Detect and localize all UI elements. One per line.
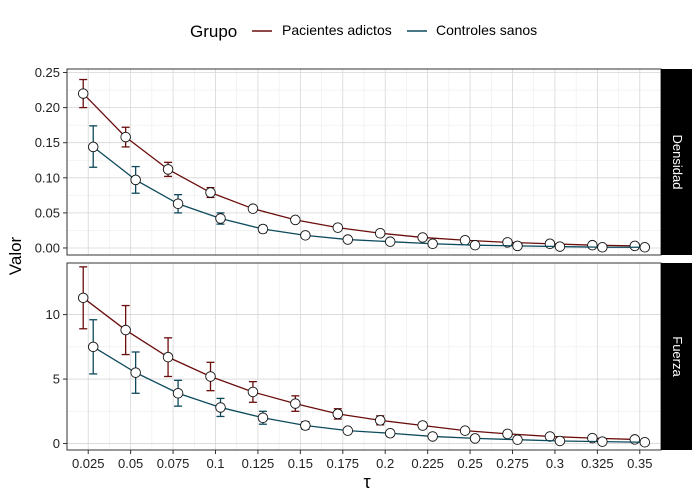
legend-title: Grupo (190, 22, 237, 41)
data-point (639, 242, 651, 253)
series-line (92, 346, 645, 443)
data-point (469, 239, 481, 251)
facet-strip (661, 263, 692, 450)
data-point (215, 402, 226, 413)
x-axis: 0.025 0.05 0.075 0.1 0.125 0.15 0.175 0.2 0.225 0… (72, 450, 652, 471)
data-point (544, 431, 556, 442)
data-point (417, 232, 428, 243)
data-point (342, 425, 354, 436)
data-point (512, 240, 523, 252)
x-tick-label: 0.05 (118, 456, 143, 471)
data-point (629, 240, 641, 252)
data-point (162, 351, 174, 363)
data-point (257, 412, 269, 424)
data-point (247, 386, 259, 398)
data-point (87, 341, 99, 353)
series-line (82, 93, 635, 247)
y-tick-label: 0.10 (35, 170, 60, 185)
x-tick-label: 0.275 (496, 456, 529, 471)
data-point (587, 239, 598, 251)
data-point (597, 436, 608, 447)
data-point (247, 203, 259, 214)
data-point (290, 214, 301, 226)
data-point (130, 367, 141, 378)
data-point (290, 398, 301, 409)
x-tick-label: 0.075 (157, 456, 190, 471)
data-point (257, 223, 269, 235)
series-line (82, 297, 635, 441)
y-tick-label: 10 (46, 307, 60, 322)
x-tick-label: 0.225 (411, 456, 444, 471)
data-point (172, 198, 184, 210)
facet-strip (661, 69, 692, 255)
data-point (459, 425, 471, 436)
data-point (77, 292, 89, 304)
x-tick-label: 0.1 (206, 456, 224, 471)
data-point (87, 141, 99, 153)
data-point (597, 242, 608, 253)
legend: Grupo Pacientes adictos Controles sanos (190, 22, 537, 41)
x-axis-title: τ (363, 472, 370, 492)
data-point (120, 324, 131, 336)
panel-fuerza: 0 5 10 Fuerza (46, 262, 692, 451)
data-point (77, 88, 89, 99)
data-point (502, 237, 513, 248)
data-point (205, 187, 216, 198)
legend-label-pacientes: Pacientes adictos (282, 22, 392, 38)
data-point (172, 388, 184, 399)
data-point (544, 238, 556, 250)
x-tick-label: 0.25 (457, 456, 482, 471)
facet-strip-label: Densidad (670, 135, 685, 190)
data-point (300, 420, 311, 431)
y-tick-label: 0.05 (35, 205, 60, 220)
data-point (300, 230, 311, 241)
x-tick-label: 0.125 (242, 456, 275, 471)
data-point (120, 131, 131, 143)
y-tick-label: 0 (53, 436, 60, 451)
data-point (342, 234, 354, 245)
series-line (92, 146, 645, 248)
x-tick-label: 0.35 (627, 456, 652, 471)
data-point (639, 437, 651, 448)
data-point (459, 235, 471, 246)
data-point (427, 238, 438, 250)
y-tick-label: 0.20 (35, 100, 60, 115)
y-axis-title: Valor (6, 236, 25, 275)
data-point (215, 213, 226, 224)
y-tick-label: 0.15 (35, 135, 60, 150)
data-point (205, 371, 216, 382)
data-point (554, 435, 566, 447)
facet-strip-label: Fuerza (670, 336, 685, 377)
y-tick-label: 5 (53, 372, 60, 387)
data-point (332, 222, 344, 233)
x-tick-label: 0.325 (581, 456, 614, 471)
y-tick-label: 0.25 (35, 65, 60, 80)
panel-densidad: 0.00 0.05 0.10 0.15 0.20 0.25 Densidad (35, 65, 692, 256)
x-tick-label: 0.15 (288, 456, 313, 471)
data-point (384, 236, 396, 247)
data-point (130, 174, 141, 186)
data-point (502, 428, 513, 440)
y-tick-label: 0.00 (35, 240, 60, 255)
x-tick-label: 0.175 (327, 456, 360, 471)
data-point (512, 434, 523, 445)
legend-label-controles: Controles sanos (436, 22, 537, 38)
data-point (384, 427, 396, 439)
data-point (554, 241, 566, 252)
data-point (332, 408, 344, 420)
x-tick-label: 0.025 (72, 456, 105, 471)
x-tick-label: 0.3 (546, 456, 564, 471)
data-point (417, 420, 428, 431)
data-point (374, 227, 386, 239)
x-tick-label: 0.2 (376, 456, 394, 471)
data-point (587, 432, 598, 444)
data-point (469, 433, 481, 444)
data-point (162, 164, 174, 175)
data-point (374, 415, 386, 426)
data-point (427, 431, 438, 442)
